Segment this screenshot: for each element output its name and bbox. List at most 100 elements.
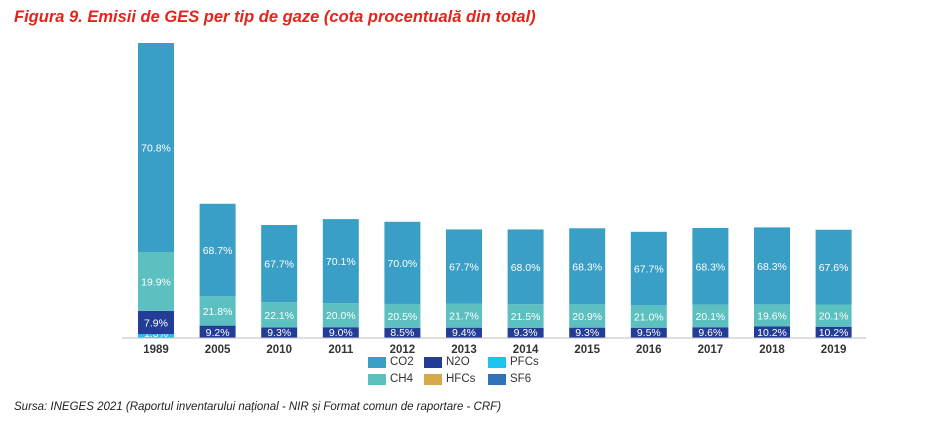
x-tick-label-2012: 2012	[390, 344, 416, 356]
bar-ch4-2015	[569, 304, 606, 328]
legend-label-sf6: SF6	[510, 373, 532, 385]
bar-n2o-2017	[692, 327, 729, 338]
legend-item-hfcs: HFCs	[424, 373, 484, 385]
data-label-ch4-2014: 21.5%	[511, 311, 541, 323]
legend-label-ch4: CH4	[390, 373, 414, 385]
legend-label-n2o: N2O	[446, 356, 470, 368]
data-label-n2o-2011: 9.0%	[329, 327, 353, 339]
x-tick-label-2018: 2018	[759, 344, 785, 356]
data-label-co2-2005: 68.7%	[203, 245, 233, 257]
x-tick-label-2017: 2017	[698, 344, 724, 356]
legend-item-sf6: SF6	[488, 373, 548, 385]
bar-n2o-2019	[815, 326, 852, 338]
data-label-co2-2011: 70.1%	[326, 256, 356, 268]
data-label-n2o-2013: 9.4%	[452, 327, 476, 339]
legend-swatch-n2o	[424, 356, 442, 368]
data-label-n2o-2018: 10.2%	[757, 327, 787, 339]
x-tick-label-1989: 1989	[143, 344, 169, 356]
bar-ch4-2019	[815, 304, 852, 327]
legend-swatch-ch4	[368, 373, 386, 385]
legend-label-pfcs: PFCs	[510, 356, 539, 368]
data-label-ch4-2019: 20.1%	[819, 311, 849, 323]
x-tick-label-2014: 2014	[513, 344, 539, 356]
stacked-bar-chart: 1.3%7.9%19.9%70.8%9.2%21.8%68.7%9.3%22.1…	[122, 43, 866, 356]
data-label-ch4-2015: 20.9%	[572, 311, 602, 323]
data-label-ch4-1989: 19.9%	[141, 276, 171, 288]
legend-swatch-co2	[368, 356, 386, 368]
bar-n2o-2015	[569, 327, 606, 338]
data-label-n2o-2012: 8.5%	[390, 327, 414, 339]
bar-co2-2016	[630, 231, 667, 306]
x-tick-label-2015: 2015	[574, 344, 600, 356]
bar-n2o-2012	[384, 328, 421, 338]
legend-swatch-sf6	[488, 373, 506, 385]
data-label-ch4-2018: 19.6%	[757, 310, 787, 322]
bar-co2-2011	[322, 219, 359, 304]
bar-co2-2005	[199, 203, 236, 297]
data-label-ch4-2012: 20.5%	[388, 311, 418, 323]
bar-co2-2010	[261, 225, 298, 303]
bar-ch4-2016	[630, 305, 667, 328]
bar-ch4-2018	[754, 304, 790, 327]
data-label-n2o-2017: 9.6%	[698, 327, 722, 339]
bar-n2o-2014	[507, 327, 544, 338]
data-label-ch4-2010: 22.1%	[264, 310, 294, 322]
legend-swatch-hfcs	[424, 373, 442, 385]
bar-co2-1989	[138, 43, 174, 253]
legend-item-pfcs: PFCs	[488, 356, 548, 368]
x-tick-label-2005: 2005	[205, 344, 231, 356]
legend-item-n2o: N2O	[424, 356, 484, 368]
bar-n2o-2016	[630, 327, 667, 338]
data-label-co2-2017: 68.3%	[696, 261, 726, 273]
data-label-ch4-2016: 21.0%	[634, 311, 664, 323]
bar-n2o-2018	[754, 326, 790, 338]
bar-ch4-2017	[692, 304, 729, 328]
data-label-n2o-2005: 9.2%	[206, 327, 230, 339]
data-label-n2o-2014: 9.3%	[514, 327, 538, 339]
data-label-n2o-2016: 9.5%	[637, 327, 661, 339]
bar-n2o-2013	[446, 327, 482, 338]
data-label-ch4-2013: 21.7%	[449, 311, 479, 323]
data-label-ch4-2017: 20.1%	[696, 311, 726, 323]
data-label-n2o-2015: 9.3%	[575, 327, 599, 339]
bar-co2-2014	[507, 229, 544, 305]
data-label-n2o-2010: 9.3%	[267, 327, 291, 339]
bars-group: 1.3%7.9%19.9%70.8%9.2%21.8%68.7%9.3%22.1…	[138, 43, 852, 340]
data-label-ch4-2011: 20.0%	[326, 310, 356, 322]
data-label-co2-2019: 67.6%	[819, 262, 849, 274]
legend-swatch-pfcs	[488, 356, 506, 368]
bar-n2o-2005	[199, 325, 236, 338]
x-tick-label-2016: 2016	[636, 344, 662, 356]
bar-ch4-2012	[384, 303, 421, 329]
figure-title: Figura 9. Emisii de GES per tip de gaze …	[14, 8, 536, 26]
x-tick-labels: 1989 2005 2010 2011 2012 2013 2014 2015 2016 2017…	[143, 344, 846, 356]
x-tick-label-2019: 2019	[821, 344, 847, 356]
legend-item-co2: CO2	[368, 356, 420, 368]
legend-item-ch4: CH4	[368, 373, 420, 385]
x-tick-label-2011: 2011	[328, 344, 354, 356]
data-label-co2-2013: 67.7%	[449, 262, 479, 274]
bar-co2-2015	[569, 228, 606, 305]
data-label-n2o-2019: 10.2%	[819, 327, 849, 339]
bar-ch4-2011	[322, 303, 359, 328]
bar-co2-2018	[754, 227, 790, 305]
bar-co2-2012	[384, 221, 421, 304]
data-label-ch4-2005: 21.8%	[203, 306, 233, 318]
legend-label-co2: CO2	[390, 356, 414, 368]
bar-ch4-2014	[507, 304, 544, 328]
legend-label-hfcs: HFCs	[446, 373, 476, 385]
bar-ch4-2005	[199, 296, 236, 326]
source-note: Sursa: INEGES 2021 (Raportul inventarulu…	[14, 401, 502, 413]
bar-co2-2013	[446, 229, 482, 304]
bar-pfcs-1989	[138, 334, 174, 338]
data-label-n2o-1989: 7.9%	[144, 317, 168, 329]
data-label-co2-2015: 68.3%	[572, 261, 602, 273]
bar-ch4-2013	[446, 303, 482, 328]
bar-ch4-2010	[261, 302, 298, 328]
bar-n2o-1989	[138, 310, 174, 335]
x-tick-label-2013: 2013	[451, 344, 477, 356]
data-label-co2-2012: 70.0%	[388, 258, 418, 270]
data-label-co2-2010: 67.7%	[264, 259, 294, 271]
data-label-co2-2016: 67.7%	[634, 263, 664, 275]
data-label-co2-1989: 70.8%	[141, 143, 171, 155]
